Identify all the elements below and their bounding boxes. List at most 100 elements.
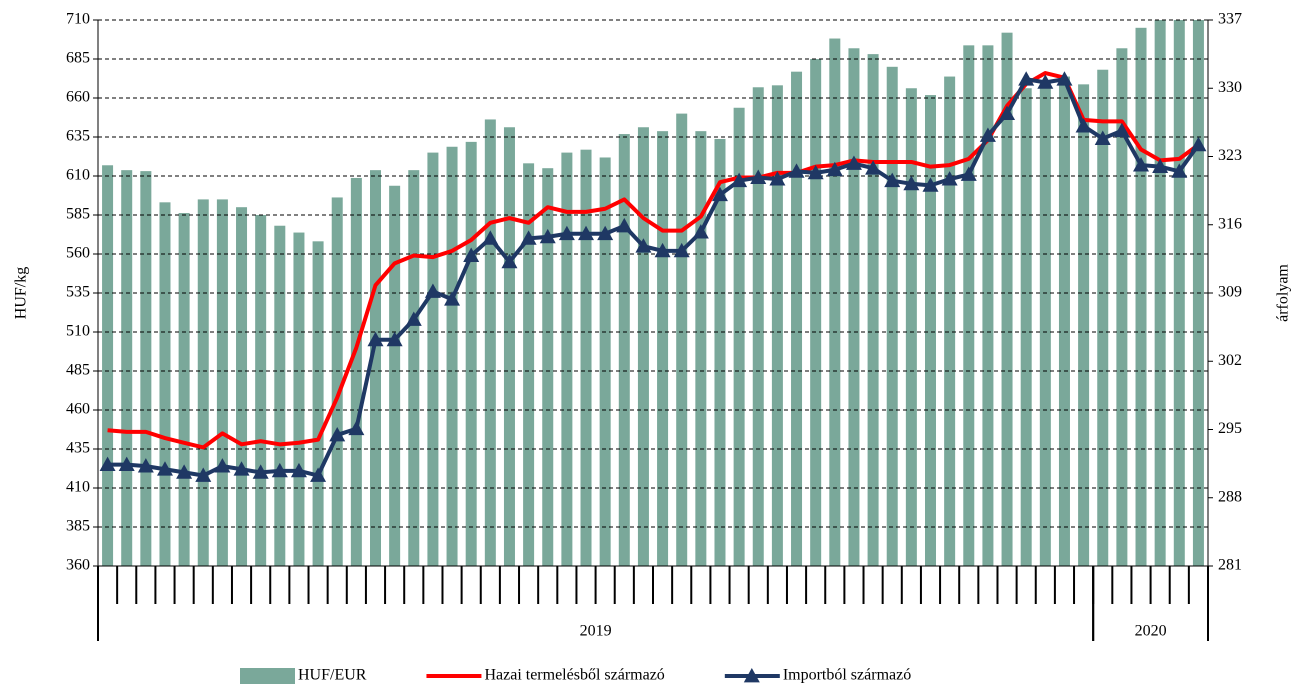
y2-tick-label: 323 — [1218, 147, 1242, 164]
marker — [367, 331, 384, 347]
bar — [618, 134, 630, 566]
marker — [711, 186, 728, 202]
bar — [274, 225, 286, 566]
bar — [446, 146, 458, 566]
bar — [657, 131, 669, 566]
marker — [252, 464, 269, 479]
y2-tick-label: 288 — [1218, 488, 1242, 505]
marker — [769, 171, 786, 186]
y-tick-label: 360 — [66, 557, 90, 574]
legend-label: Hazai termelésből származó — [484, 667, 664, 684]
marker — [176, 464, 193, 479]
bar — [1097, 69, 1109, 566]
marker — [884, 172, 901, 188]
marker — [979, 127, 996, 142]
bar — [1001, 32, 1013, 567]
marker — [501, 253, 518, 269]
bar — [1116, 48, 1128, 566]
y-tick-label: 710 — [66, 11, 90, 28]
bar — [216, 199, 228, 566]
bar — [465, 141, 477, 566]
bar — [561, 152, 573, 566]
bar — [676, 113, 688, 566]
marker — [1171, 163, 1188, 178]
bar — [408, 170, 420, 566]
bar — [1135, 27, 1147, 567]
bar — [771, 85, 783, 566]
bar — [503, 127, 515, 566]
y-axis-label: HUF/kg — [13, 267, 30, 319]
marker — [195, 467, 212, 482]
bar — [905, 88, 917, 566]
y2-axis-label: árfolyam — [1275, 264, 1292, 322]
marker — [444, 291, 461, 306]
marker — [922, 177, 939, 192]
marker — [597, 225, 614, 241]
marker — [290, 462, 307, 478]
marker — [1056, 71, 1073, 86]
bar — [121, 170, 133, 566]
bar — [312, 241, 324, 566]
marker — [156, 461, 173, 476]
bar — [293, 232, 305, 567]
bar — [1078, 84, 1090, 566]
marker — [960, 166, 977, 181]
y2-tick-label: 330 — [1218, 79, 1242, 96]
marker — [941, 171, 958, 186]
marker — [1037, 74, 1054, 89]
marker — [482, 230, 499, 245]
bar — [523, 163, 535, 566]
bar — [791, 71, 803, 567]
marker — [788, 163, 805, 178]
y-tick-label: 385 — [66, 518, 90, 535]
y2-tick-label: 309 — [1218, 284, 1242, 301]
marker — [271, 462, 288, 478]
marker — [903, 175, 920, 191]
y-tick-label: 410 — [66, 479, 90, 496]
marker — [692, 224, 709, 239]
marker — [463, 247, 480, 262]
marker — [329, 426, 346, 442]
marker — [1094, 130, 1111, 145]
bar — [810, 59, 822, 566]
bar — [733, 107, 745, 566]
marker — [386, 331, 403, 347]
y-tick-label: 460 — [66, 401, 90, 418]
marker — [1190, 136, 1207, 152]
marker — [1075, 118, 1092, 133]
bar — [102, 165, 114, 566]
y-tick-label: 585 — [66, 206, 90, 223]
y-tick-label: 685 — [66, 50, 90, 67]
bar — [255, 215, 267, 566]
marker — [826, 161, 843, 177]
marker — [635, 238, 652, 253]
legend-label: Importból származó — [783, 667, 911, 684]
bar — [599, 157, 611, 566]
bar — [140, 171, 152, 566]
bar — [331, 197, 343, 566]
marker — [99, 456, 116, 471]
bar — [886, 66, 898, 567]
bar — [542, 168, 554, 566]
bar — [350, 177, 362, 566]
bar — [848, 48, 860, 566]
y2-tick-label: 295 — [1218, 420, 1242, 437]
marker — [731, 172, 748, 188]
marker — [865, 160, 882, 175]
bar — [580, 149, 592, 567]
bar — [637, 127, 649, 566]
line — [107, 77, 1201, 478]
marker — [654, 242, 671, 258]
y2-tick-label: 316 — [1218, 215, 1242, 232]
bar — [867, 54, 879, 566]
y-tick-label: 435 — [66, 440, 90, 457]
marker — [578, 225, 595, 241]
marker — [616, 217, 633, 233]
year-label: 2020 — [1135, 623, 1167, 640]
y-tick-label: 485 — [66, 362, 90, 379]
y-tick-label: 535 — [66, 284, 90, 301]
legend-label: HUF/EUR — [298, 667, 367, 684]
marker — [118, 456, 135, 471]
bar — [925, 95, 936, 566]
marker — [214, 458, 231, 473]
